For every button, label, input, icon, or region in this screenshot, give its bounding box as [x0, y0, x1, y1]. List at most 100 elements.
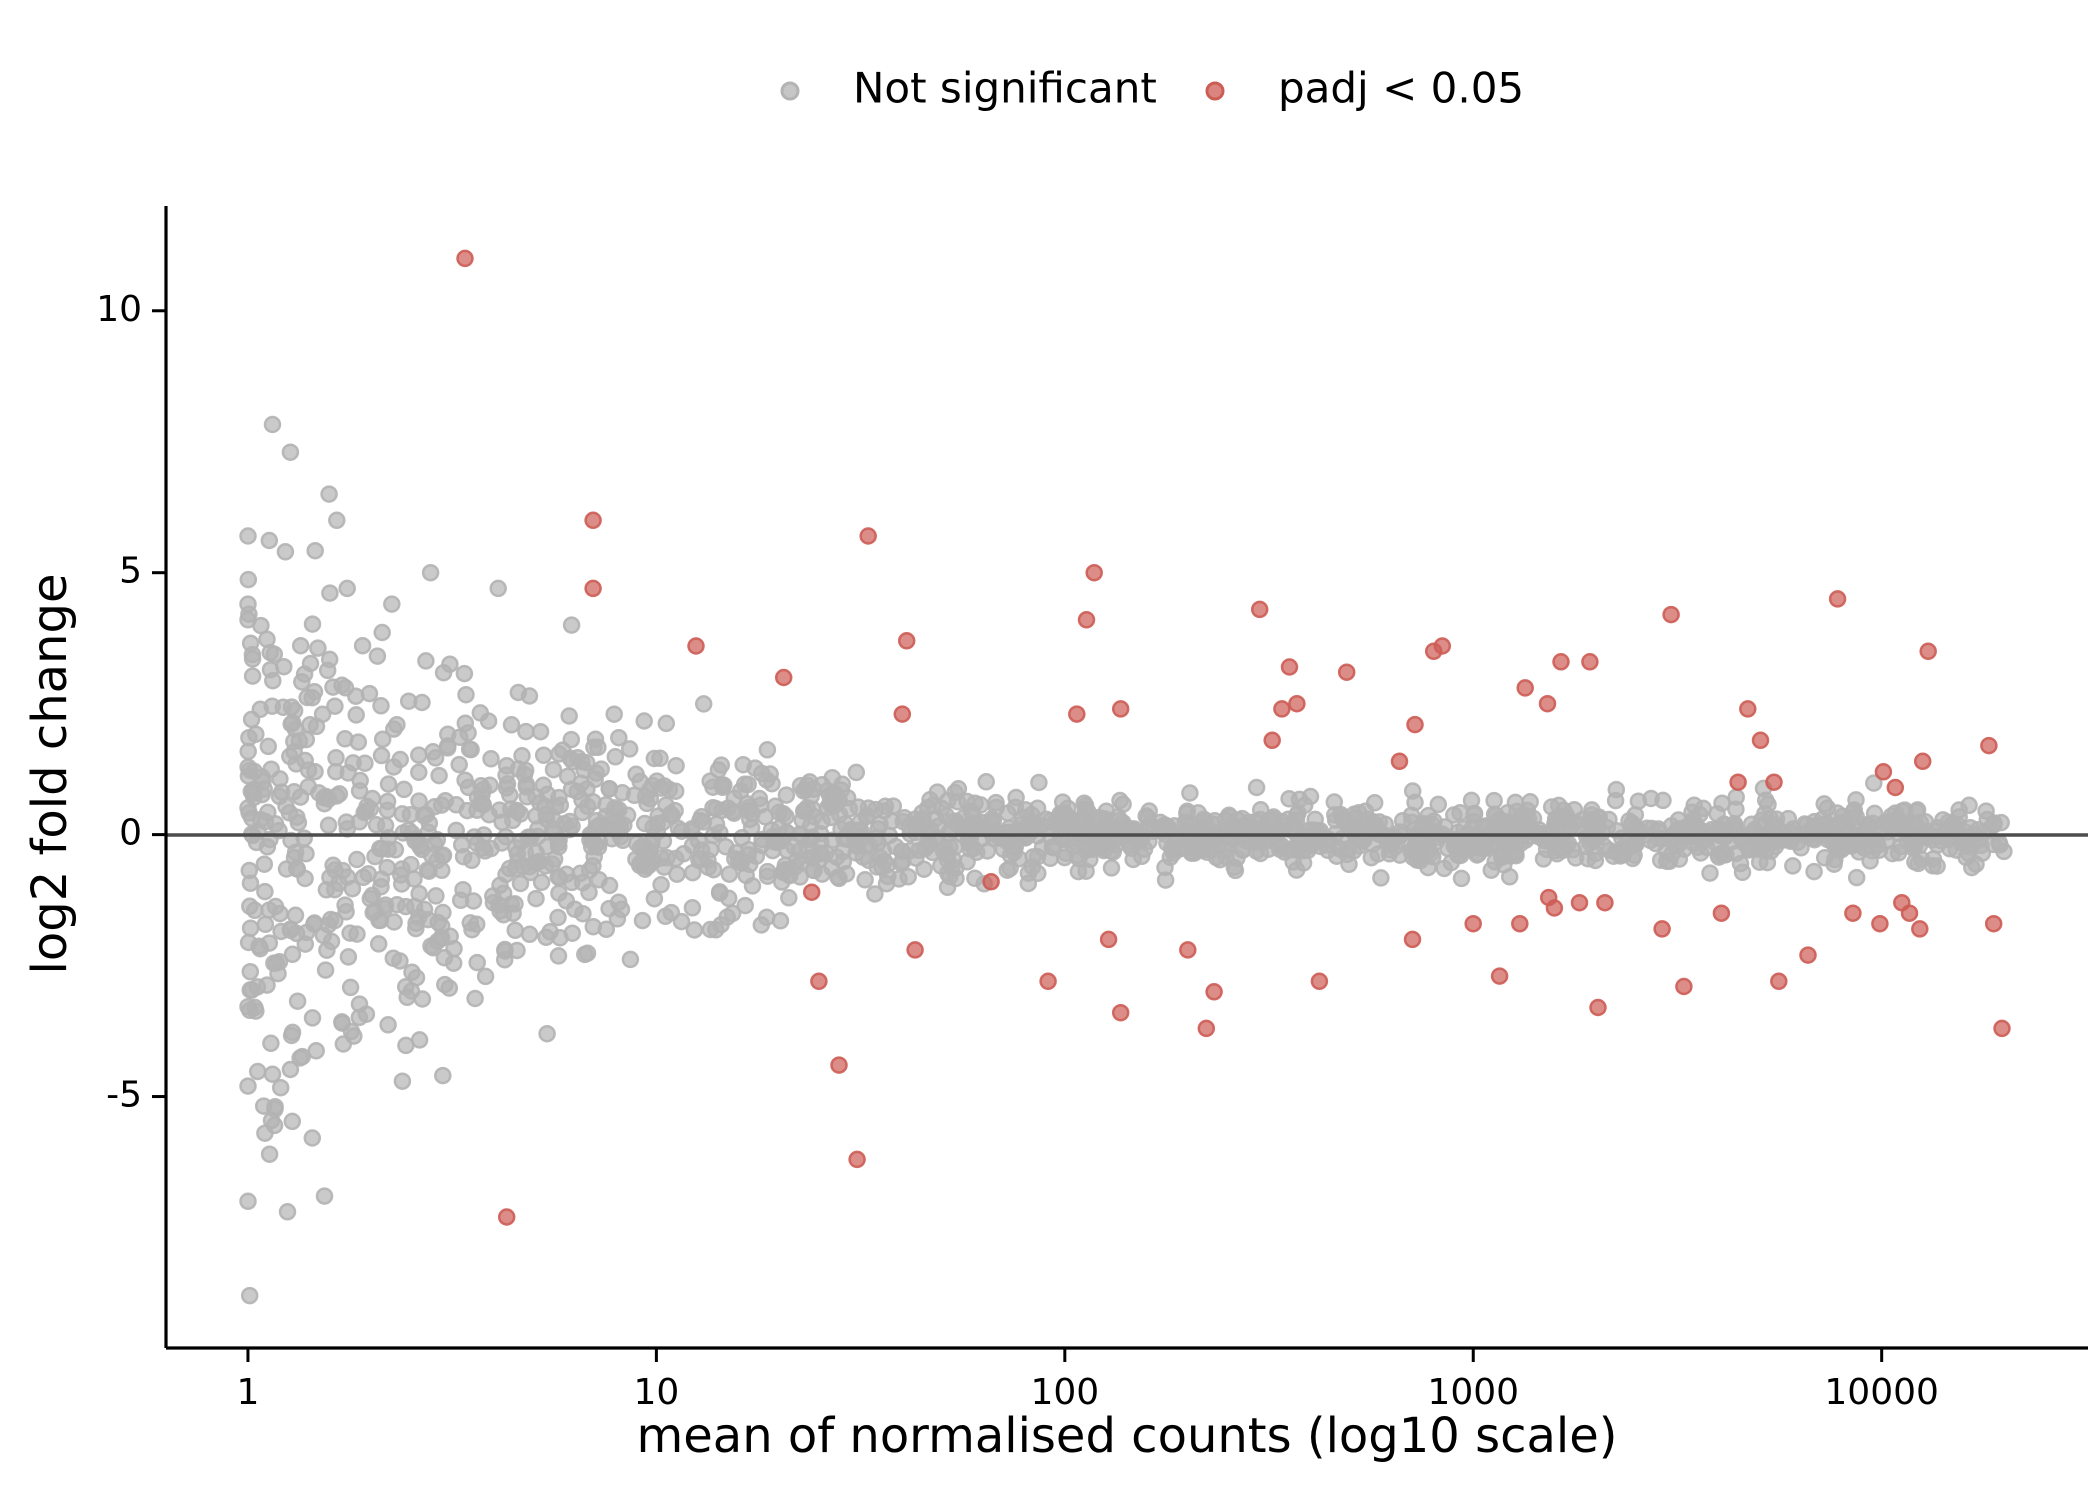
not-significant-point [318, 941, 336, 959]
not-significant-point [1934, 828, 1952, 846]
significant-point [1273, 700, 1291, 718]
not-significant-point [263, 1065, 282, 1083]
not-significant-point [1815, 849, 1834, 867]
not-significant-point [407, 914, 425, 932]
not-significant-point [1577, 837, 1595, 856]
legend-label-significant: padj < 0.05 [1278, 64, 1524, 113]
not-significant-point [534, 746, 553, 764]
not-significant-point [1551, 807, 1570, 826]
not-significant-point [435, 948, 454, 967]
not-significant-point [692, 849, 710, 868]
not-significant-point [291, 788, 310, 806]
significant-point [859, 527, 877, 545]
not-significant-point [822, 808, 840, 827]
not-significant-point [434, 663, 453, 682]
not-significant-point [611, 817, 630, 835]
not-significant-point [296, 751, 314, 770]
not-significant-point [241, 1001, 259, 1020]
significant-point [1799, 946, 1817, 964]
not-significant-point [1890, 824, 1909, 842]
not-significant-point [306, 541, 324, 560]
not-significant-point [466, 989, 484, 1008]
significant-point [1886, 778, 1905, 797]
significant-point [1288, 694, 1306, 713]
not-significant-point [251, 810, 270, 829]
not-significant-point [410, 763, 428, 782]
significant-point [1828, 590, 1847, 608]
not-significant-point [1647, 834, 1665, 853]
not-significant-point [1847, 868, 1866, 887]
not-significant-point [402, 855, 420, 874]
significant-point [1589, 998, 1607, 1017]
not-significant-point [410, 746, 428, 764]
not-significant-point [330, 874, 348, 892]
not-significant-point [388, 715, 406, 734]
not-significant-point [379, 828, 398, 847]
not-significant-point [434, 1066, 452, 1085]
not-significant-point [1694, 799, 1713, 818]
not-significant-point [777, 786, 796, 804]
not-significant-point [1865, 804, 1884, 823]
not-significant-point [303, 615, 322, 633]
not-significant-point [303, 1129, 322, 1147]
not-significant-point [468, 953, 486, 972]
significant-point [584, 511, 602, 530]
not-significant-point [752, 916, 771, 934]
legend-key-significant [1205, 81, 1225, 101]
not-significant-point [267, 954, 286, 972]
not-significant-point [743, 877, 762, 895]
significant-point [1111, 1003, 1130, 1022]
not-significant-point [610, 728, 628, 747]
not-significant-point [360, 684, 379, 703]
not-significant-point [440, 979, 459, 997]
not-significant-point [856, 837, 875, 855]
x-axis-title: mean of normalised counts (log10 scale) [636, 1408, 1617, 1464]
not-significant-point [398, 988, 416, 1007]
not-significant-point [367, 816, 386, 834]
not-significant-point [255, 855, 274, 873]
not-significant-point [239, 933, 258, 952]
not-significant-point [460, 740, 479, 758]
not-significant-point [635, 712, 653, 730]
not-significant-point [932, 857, 950, 875]
significant-point [1280, 658, 1299, 676]
not-significant-point [1090, 808, 1108, 827]
not-significant-point [309, 639, 327, 657]
not-significant-point [1521, 793, 1539, 811]
legend-key-not-significant [780, 81, 800, 101]
not-significant-point [651, 749, 669, 768]
significant-point [1039, 972, 1057, 991]
x-axis-ticks: 1 10 100 1000 10000 [237, 1348, 1939, 1413]
significant-point [1913, 752, 1932, 771]
not-significant-point [584, 857, 602, 875]
not-significant-point [341, 978, 360, 997]
x-tick-label: 10000 [1824, 1372, 1939, 1413]
not-significant-point [1701, 864, 1719, 882]
not-significant-point [357, 1005, 376, 1023]
not-significant-point [532, 873, 551, 892]
not-significant-point [549, 947, 568, 965]
not-significant-point [620, 740, 639, 758]
not-significant-point [856, 871, 874, 889]
not-significant-point [320, 650, 339, 669]
not-significant-point [327, 749, 345, 767]
not-significant-point [482, 839, 500, 858]
significant-point [1919, 642, 1937, 661]
not-significant-point [364, 903, 382, 922]
not-significant-point [288, 992, 307, 1010]
not-significant-point [336, 679, 355, 697]
not-significant-point [424, 939, 443, 957]
not-significant-point [1586, 851, 1605, 870]
not-significant-point [421, 563, 440, 582]
not-significant-point [656, 907, 675, 926]
not-significant-point [851, 813, 870, 831]
y-tick-label: -5 [106, 1075, 142, 1116]
not-significant-point [491, 902, 509, 920]
not-significant-point [338, 579, 356, 598]
not-significant-point [1805, 862, 1823, 881]
not-significant-point [438, 739, 457, 757]
not-significant-point [961, 840, 979, 858]
not-significant-point [667, 756, 685, 775]
not-significant-point [1934, 811, 1952, 829]
